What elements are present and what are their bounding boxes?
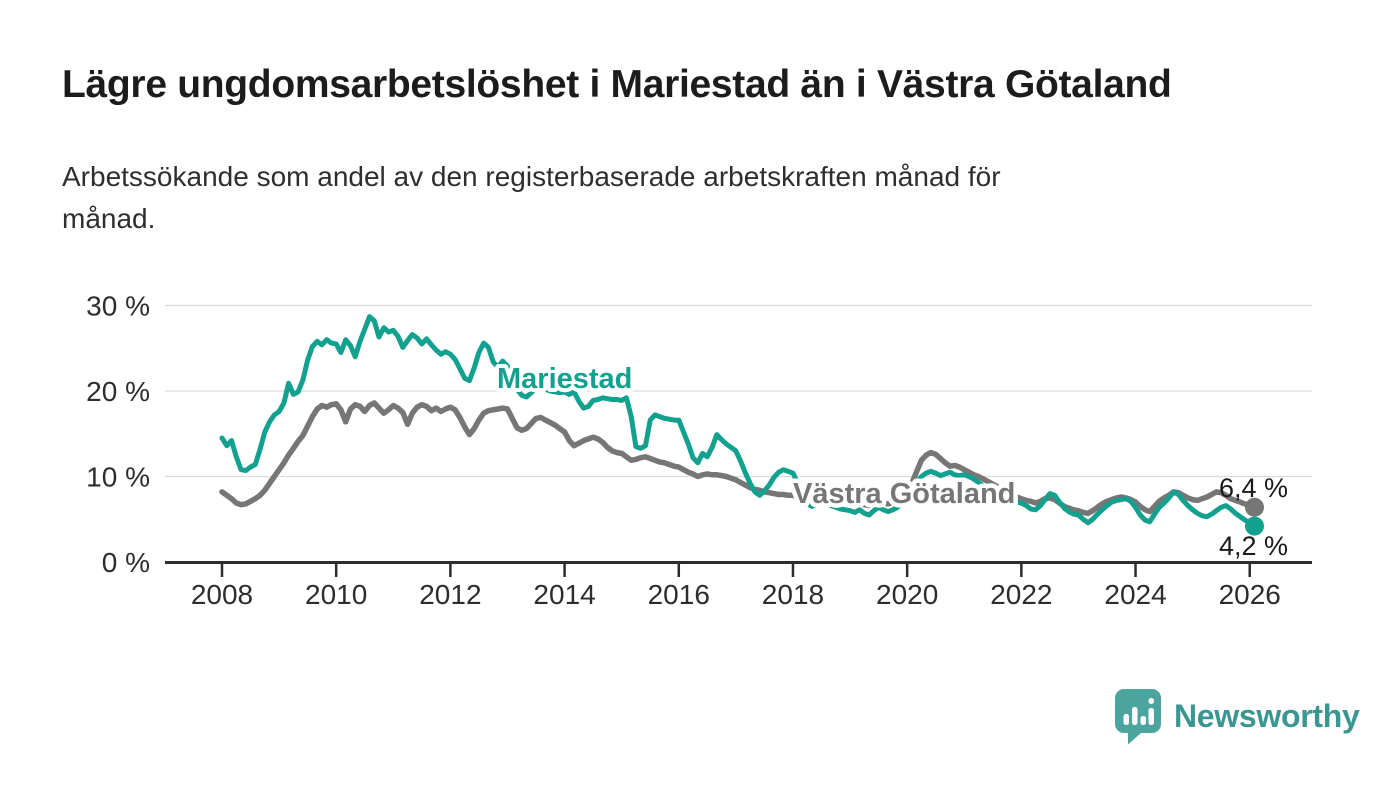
x-tick-label: 2018: [762, 579, 824, 610]
newsworthy-speech-bubble-icon: [1115, 689, 1161, 745]
x-tick-label: 2022: [990, 579, 1052, 610]
series-line-vastra-gotaland: [219, 400, 1258, 517]
end-value-label-vastra-gotaland: 6,4 %: [1219, 473, 1288, 503]
series-label-vastra-gotaland: Västra Götaland: [793, 478, 1015, 510]
y-tick-label: 0 %: [102, 547, 150, 578]
newsworthy-logo: Newsworthy: [1113, 686, 1360, 746]
chart-subtitle: Arbetssökande som andel av den registerb…: [62, 156, 1302, 240]
x-tick-label: 2016: [648, 579, 710, 610]
series-endpoint-dot-mariestad: [1244, 516, 1264, 536]
chart-title: Lägre ungdomsarbetslöshet i Mariestad än…: [62, 63, 1172, 106]
x-tick-label: 2026: [1219, 579, 1281, 610]
x-tick-label: 2024: [1104, 579, 1166, 610]
logo-bar-small: [1123, 714, 1129, 725]
y-tick-label: 10 %: [86, 462, 150, 493]
x-tick-label: 2008: [191, 579, 253, 610]
series-line-mariestad: [219, 314, 1257, 529]
logo-exclamation-dot: [1148, 698, 1154, 704]
y-tick-label: 20 %: [86, 376, 150, 407]
chart-subtitle-line-2: månad.: [62, 203, 156, 234]
logo-bar-medium: [1140, 716, 1146, 725]
y-tick-label: 30 %: [86, 291, 150, 322]
x-tick-label: 2014: [533, 579, 595, 610]
series-label-mariestad: Mariestad: [497, 363, 632, 395]
logo-exclamation-bar: [1148, 708, 1154, 725]
x-tick-label: 2010: [305, 579, 367, 610]
chart-subtitle-line-1: Arbetssökande som andel av den registerb…: [62, 161, 1001, 192]
brand-name: Newsworthy: [1174, 697, 1360, 734]
x-tick-label: 2012: [419, 579, 481, 610]
end-value-label-mariestad: 4,2 %: [1219, 531, 1288, 561]
logo-bar-tall: [1132, 707, 1138, 725]
series-endpoint-dot-vastra-gotaland: [1244, 497, 1264, 517]
x-tick-label: 2020: [876, 579, 938, 610]
